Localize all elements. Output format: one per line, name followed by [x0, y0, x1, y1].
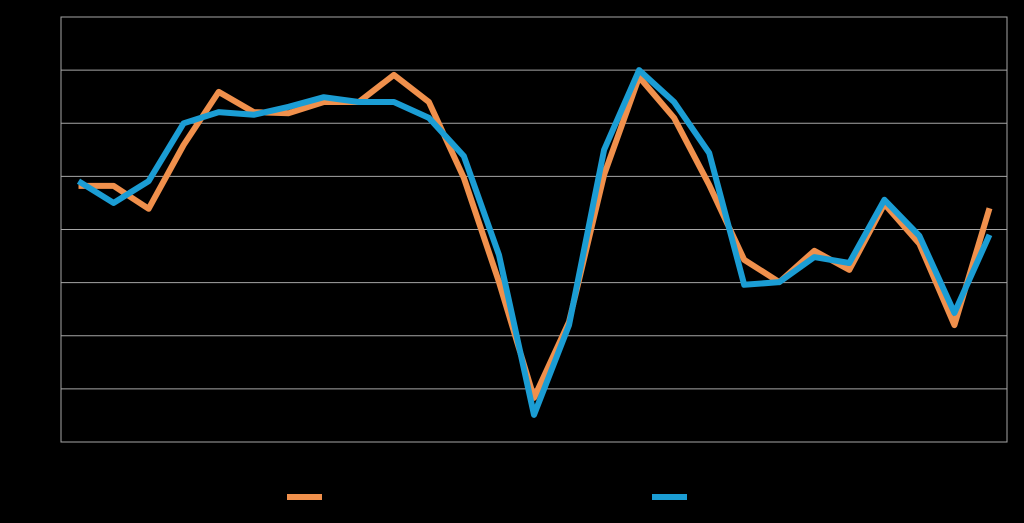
- y-tick-label: 5: [46, 169, 53, 183]
- y-tick-label: 7: [46, 62, 53, 76]
- y-tick-label: 6: [46, 115, 53, 129]
- y-tick-label: 1: [46, 381, 53, 395]
- y-tick-label: 0: [46, 434, 53, 448]
- y-tick-label: 2: [46, 328, 53, 342]
- y-tick-label: 4: [46, 222, 53, 236]
- y-tick-label: 8: [46, 9, 53, 23]
- plot-border: [60, 16, 1008, 443]
- y-tick-label: 3: [46, 275, 53, 289]
- line-series: [76, 67, 993, 418]
